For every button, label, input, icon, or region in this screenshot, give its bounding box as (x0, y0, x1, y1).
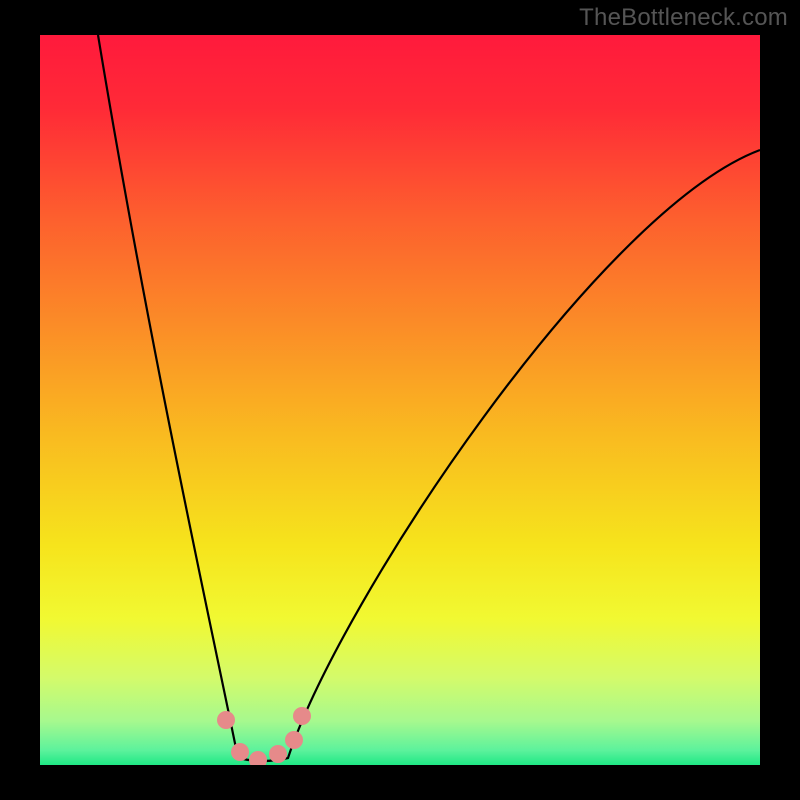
watermark-text: TheBottleneck.com (579, 4, 788, 32)
curve-marker (249, 751, 267, 769)
curve-marker (231, 743, 249, 761)
curve-marker (217, 711, 235, 729)
curve-marker (269, 745, 287, 763)
curve-marker (293, 707, 311, 725)
chart-container: { "watermark": "TheBottleneck.com", "can… (0, 0, 800, 800)
plot-gradient-background (40, 35, 760, 765)
curve-marker (285, 731, 303, 749)
chart-svg (0, 0, 800, 800)
